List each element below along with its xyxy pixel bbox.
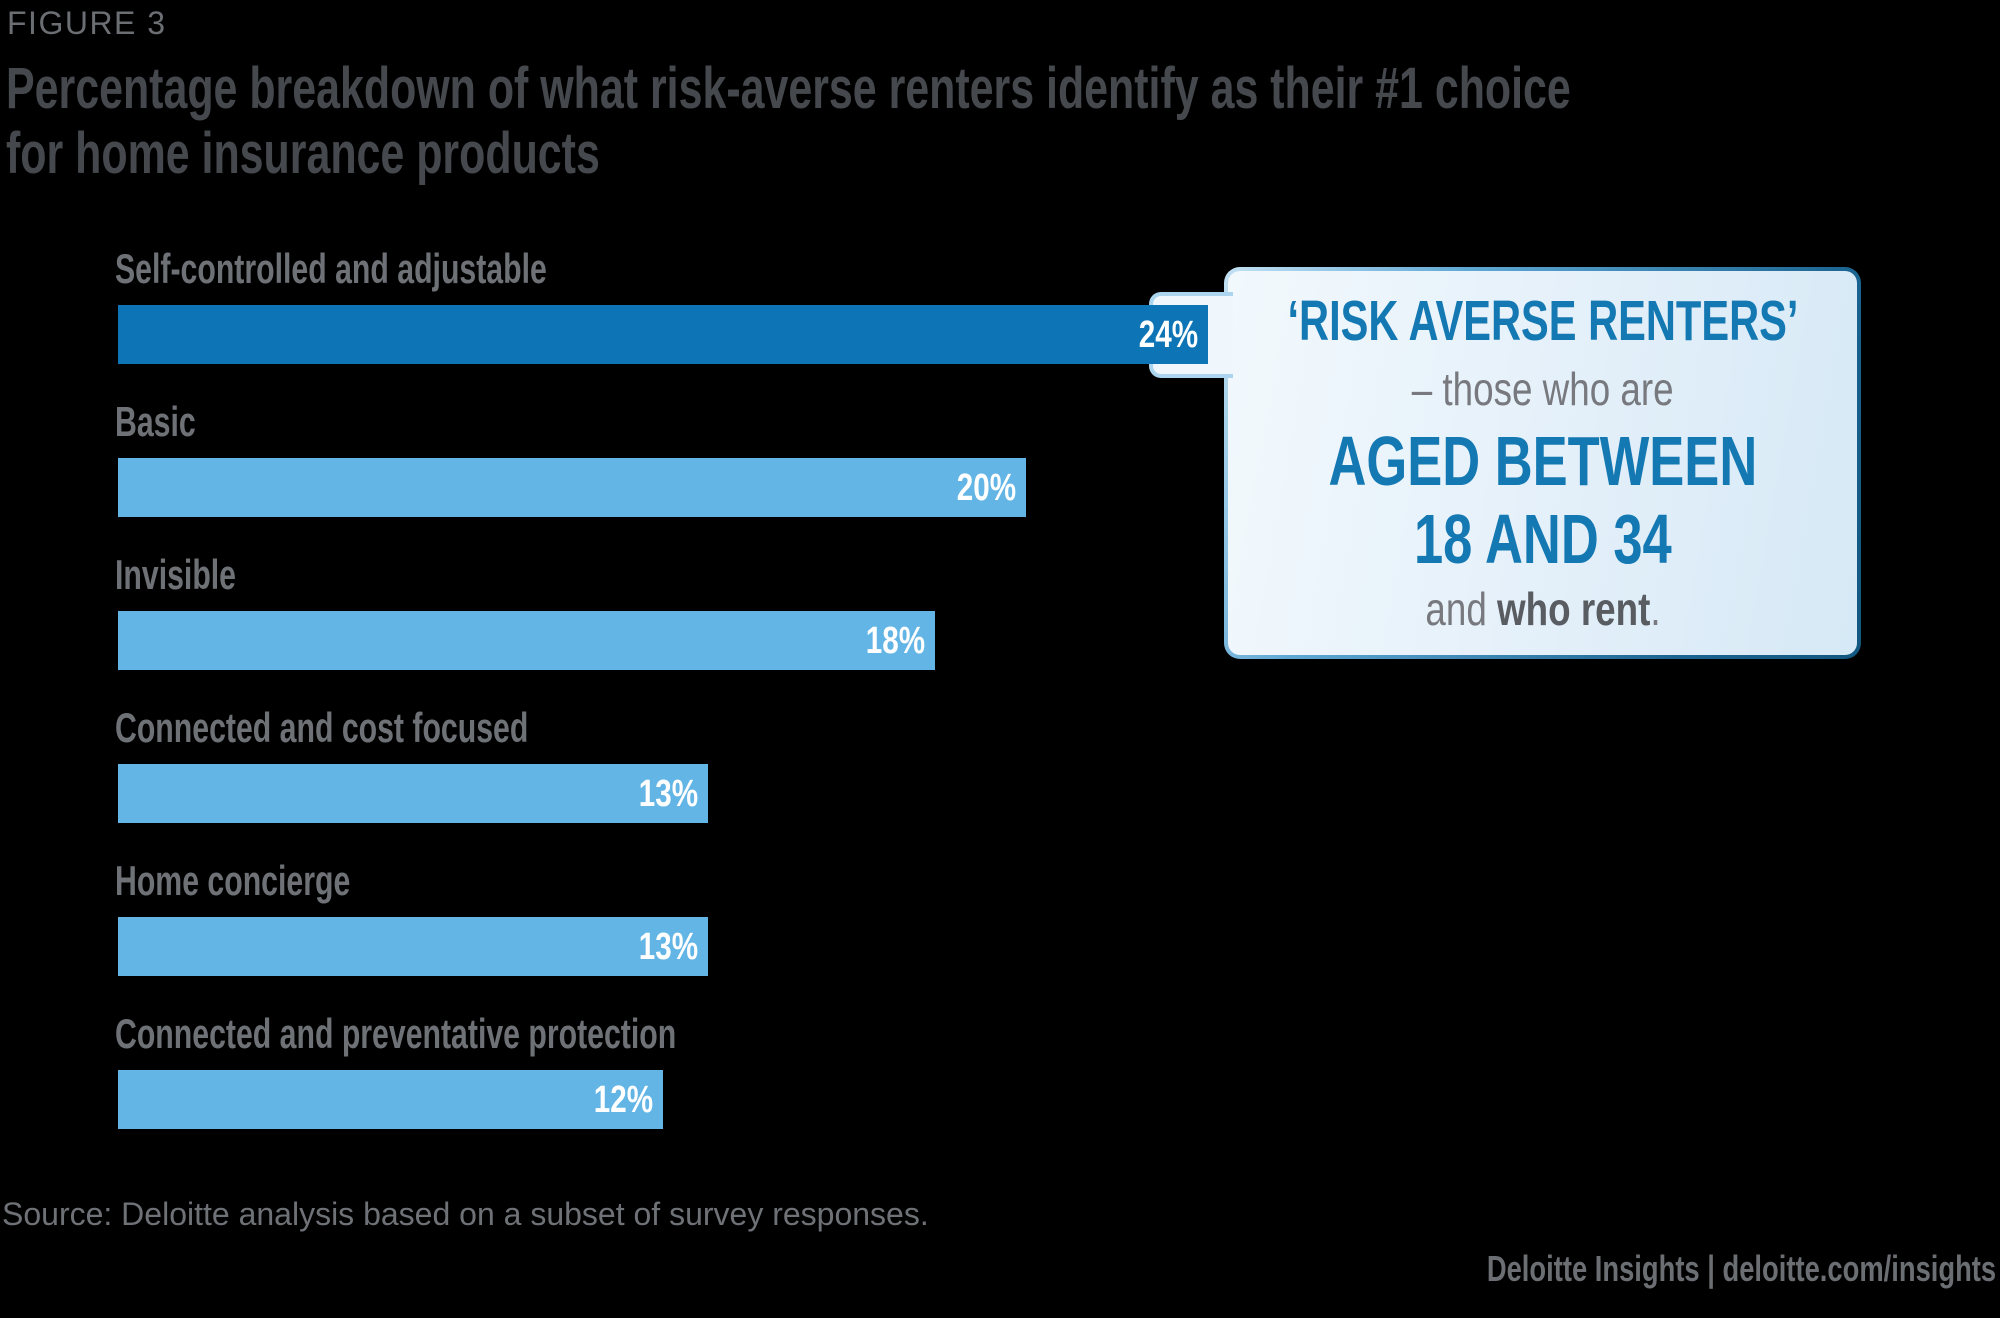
bar-category-label: Self-controlled and adjustable (115, 245, 547, 292)
figure-number-label: FIGURE 3 (7, 5, 167, 41)
bar-value-label: 13% (638, 926, 698, 968)
bar-value-label: 20% (956, 467, 1016, 509)
bar-value-label: 13% (638, 773, 698, 815)
bar: 13% (118, 917, 708, 976)
callout-aged-between: AGED BETWEEN (1328, 422, 1757, 500)
callout-box: ‘RISK AVERSE RENTERS’ – those who are AG… (1224, 267, 1861, 659)
bar: 24% (118, 305, 1208, 364)
bar-value-label: 12% (593, 1079, 653, 1121)
bar: 12% (118, 1070, 663, 1129)
chart-title-line-2: for home insurance products (6, 121, 600, 186)
bar-category-label: Connected and cost focused (115, 704, 529, 751)
source-note: Source: Deloitte analysis based on a sub… (2, 1196, 929, 1232)
callout-subtext: – those who are (1411, 363, 1674, 415)
callout-inner: ‘RISK AVERSE RENTERS’ – those who are AG… (1228, 271, 1857, 655)
bar-category-label: Home concierge (115, 857, 351, 904)
callout-who-rent-bold: who rent (1496, 583, 1650, 635)
deloitte-insights-footer: Deloitte Insights | deloitte.com/insight… (1486, 1248, 1996, 1289)
bar-value-label: 24% (1138, 314, 1198, 356)
callout-age-range: 18 AND 34 (1413, 500, 1672, 578)
bar: 20% (118, 458, 1026, 517)
bar-category-label: Invisible (115, 551, 237, 598)
callout-headline: ‘RISK AVERSE RENTERS’ (1287, 289, 1798, 353)
bar-category-label: Basic (115, 398, 196, 445)
bar-category-label: Connected and preventative protection (115, 1010, 677, 1057)
chart-title-line-1: Percentage breakdown of what risk-averse… (6, 56, 1571, 121)
callout-who-rent: and who rent. (1424, 583, 1661, 635)
bar: 13% (118, 764, 708, 823)
chart-title: Percentage breakdown of what risk-averse… (6, 56, 1571, 186)
bar: 18% (118, 611, 935, 670)
bar-value-label: 18% (865, 620, 925, 662)
